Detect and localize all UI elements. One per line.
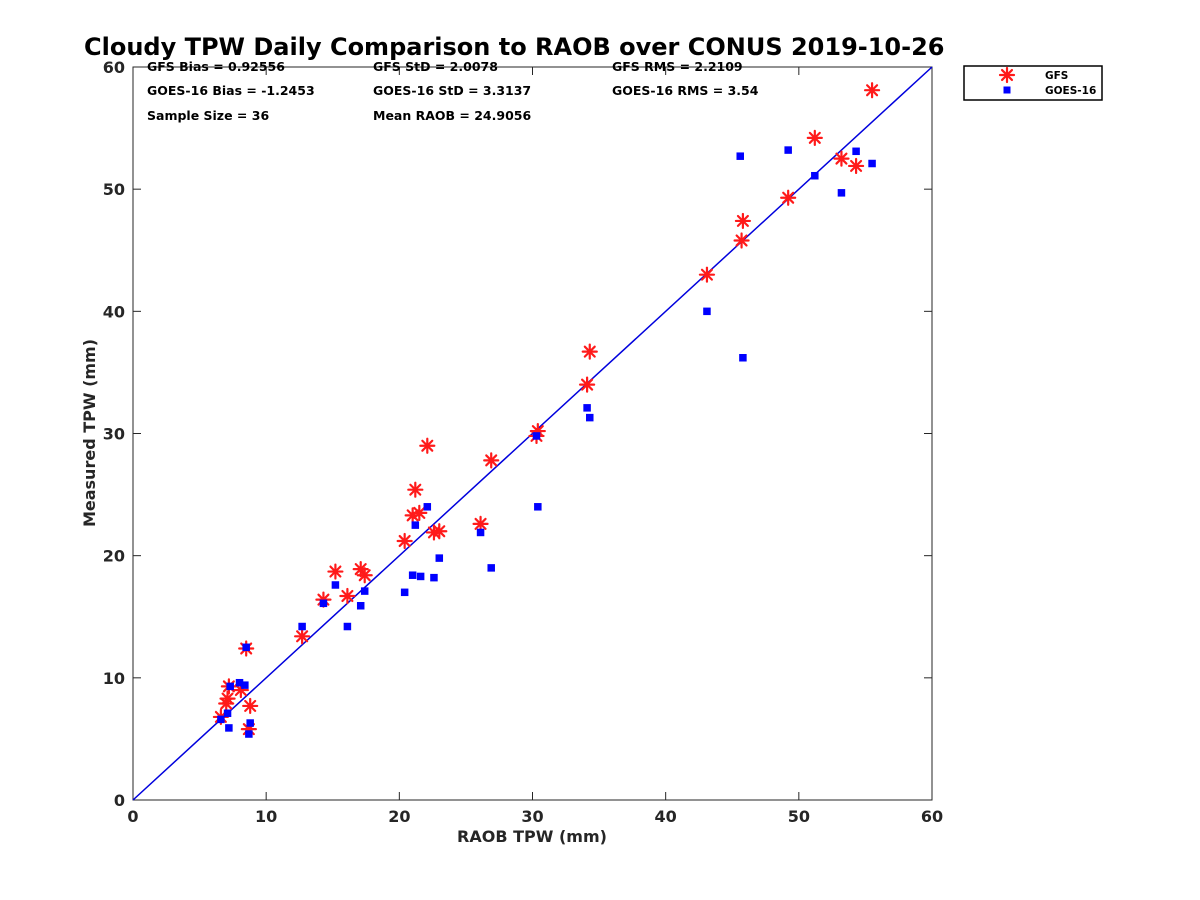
- goes16-point: [435, 554, 444, 562]
- gfs-point: [578, 376, 596, 393]
- stat-goes-std: GOES-16 StD = 3.3137: [373, 83, 531, 98]
- y-tick-label: 20: [103, 547, 125, 566]
- legend: GFS GOES-16: [963, 65, 1103, 101]
- y-tick-label: 40: [103, 302, 125, 321]
- legend-box: [963, 65, 1103, 101]
- gfs-point: [780, 189, 797, 206]
- legend-gfs-asterisk: [998, 66, 1016, 84]
- legend-goes16-marker: [1003, 86, 1011, 94]
- y-tick-label: 60: [103, 58, 125, 77]
- stat-gfs-rms: GFS RMS = 2.2109: [612, 59, 743, 74]
- stat-gfs-bias: GFS Bias = 0.92556: [147, 59, 285, 74]
- gfs-point: [431, 523, 448, 540]
- goes16-point: [423, 503, 432, 511]
- y-tick-label: 0: [114, 791, 125, 810]
- gfs-point: [407, 481, 424, 498]
- goes16-point: [411, 521, 420, 529]
- legend-goes16-label: GOES-16: [1045, 85, 1096, 97]
- gfs-point: [219, 690, 236, 707]
- goes16-point: [837, 189, 846, 197]
- x-tick-label: 60: [921, 807, 943, 826]
- goes16-point: [534, 503, 542, 511]
- gfs-point: [419, 437, 436, 454]
- goes16-point: [400, 588, 409, 597]
- goes16-point: [298, 622, 306, 631]
- goes16-point: [331, 581, 340, 589]
- goes16-point: [360, 587, 369, 595]
- goes16-series: [217, 146, 876, 738]
- gfs-point: [698, 266, 716, 283]
- gfs-point: [581, 343, 598, 360]
- y-tick-label: 10: [103, 669, 125, 688]
- x-axis-ticks: 0 10 20 30 40 50 60: [127, 67, 943, 826]
- y-tick-label: 30: [103, 425, 125, 444]
- gfs-point: [733, 232, 750, 249]
- gfs-point: [833, 150, 850, 167]
- goes16-point: [487, 564, 495, 572]
- gfs-point: [483, 452, 500, 469]
- goes16-point: [343, 622, 352, 631]
- goes16-point: [703, 307, 711, 316]
- y-axis-label: Measured TPW (mm): [80, 339, 99, 527]
- gfs-point: [294, 628, 311, 645]
- gfs-point: [339, 587, 356, 605]
- gfs-point: [863, 82, 881, 99]
- goes16-point: [416, 572, 425, 581]
- goes16-point: [811, 171, 819, 180]
- goes16-point: [583, 404, 591, 412]
- goes16-point: [736, 152, 744, 160]
- goes16-point: [245, 730, 253, 738]
- goes16-point: [868, 159, 876, 168]
- goes16-point: [356, 602, 365, 610]
- goes16-point: [226, 682, 234, 691]
- x-tick-label: 30: [521, 807, 543, 826]
- goes16-point: [235, 678, 244, 687]
- goes16-point: [739, 354, 747, 362]
- gfs-point: [847, 157, 865, 175]
- stat-goes-bias: GOES-16 Bias = -1.2453: [147, 83, 315, 98]
- goes16-point: [430, 573, 438, 582]
- chart-title: Cloudy TPW Daily Comparison to RAOB over…: [84, 33, 944, 61]
- goes16-point: [217, 715, 225, 724]
- goes16-point: [852, 147, 860, 156]
- x-tick-label: 10: [255, 807, 277, 826]
- gfs-point: [734, 212, 752, 230]
- goes16-point: [246, 719, 254, 727]
- goes16-point: [225, 724, 233, 732]
- stat-gfs-std: GFS StD = 2.0078: [373, 59, 498, 74]
- legend-gfs-label: GFS: [1045, 70, 1068, 82]
- gfs-point: [411, 504, 428, 522]
- gfs-point: [396, 532, 413, 550]
- gfs-point: [327, 563, 344, 580]
- stat-goes-rms: GOES-16 RMS = 3.54: [612, 83, 759, 98]
- x-tick-label: 50: [788, 807, 810, 826]
- stat-mean-raob: Mean RAOB = 24.9056: [373, 108, 531, 123]
- stat-sample-size: Sample Size = 36: [147, 108, 269, 123]
- legend-gfs-marker: [998, 66, 1016, 84]
- x-tick-label: 0: [127, 807, 138, 826]
- goes16-point: [242, 643, 250, 652]
- x-tick-label: 40: [655, 807, 677, 826]
- gfs-point: [242, 697, 259, 715]
- gfs-point: [472, 515, 489, 533]
- goes16-point: [586, 413, 594, 422]
- goes16-point: [319, 599, 328, 608]
- goes16-point: [784, 146, 792, 154]
- y-axis-ticks: 0 10 20 30 40 50 60: [103, 58, 932, 810]
- y-tick-label: 50: [103, 180, 125, 199]
- gfs-point: [356, 567, 373, 584]
- goes16-point: [223, 709, 232, 718]
- x-tick-label: 20: [388, 807, 410, 826]
- gfs-point: [806, 129, 823, 146]
- goes16-point: [532, 432, 541, 440]
- goes16-point: [408, 571, 417, 579]
- goes16-point: [241, 681, 249, 689]
- goes16-point: [476, 528, 485, 537]
- x-axis-label: RAOB TPW (mm): [457, 827, 607, 846]
